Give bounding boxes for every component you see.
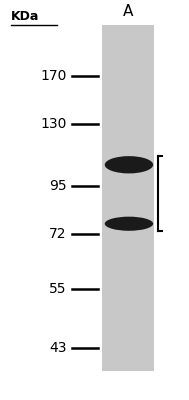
Ellipse shape bbox=[105, 217, 153, 231]
Text: 72: 72 bbox=[49, 226, 67, 240]
Text: A: A bbox=[123, 4, 133, 19]
Text: 43: 43 bbox=[49, 340, 67, 354]
Text: 95: 95 bbox=[49, 179, 67, 193]
Ellipse shape bbox=[105, 156, 153, 174]
Text: 170: 170 bbox=[40, 69, 67, 83]
FancyBboxPatch shape bbox=[102, 25, 154, 371]
Text: 130: 130 bbox=[40, 116, 67, 130]
Text: 55: 55 bbox=[49, 282, 67, 296]
Text: KDa: KDa bbox=[11, 10, 39, 23]
